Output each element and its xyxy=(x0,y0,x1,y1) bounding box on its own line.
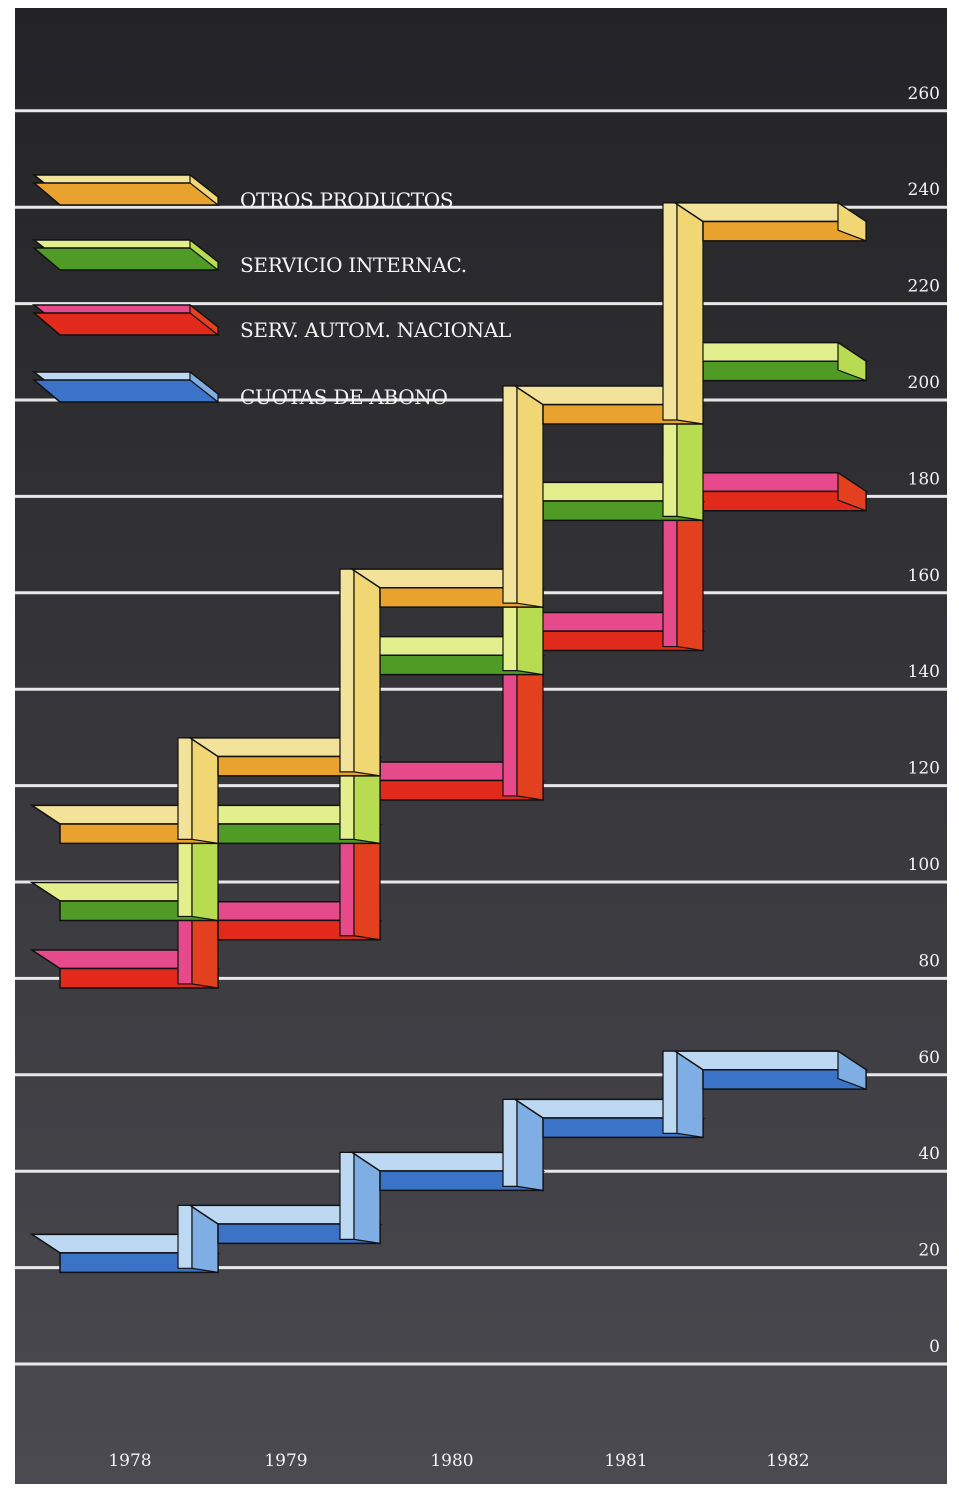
y-tick-label: 120 xyxy=(908,759,940,779)
step-riser xyxy=(177,1204,193,1269)
legend-swatch-side xyxy=(189,370,219,404)
y-tick-label: 140 xyxy=(908,662,940,682)
y-tick-label: 240 xyxy=(908,180,940,200)
y-tick-label: 220 xyxy=(908,277,940,297)
step-riser xyxy=(502,1098,518,1187)
x-axis-labels: 1978 1979 1980 1981 1982 xyxy=(108,1451,809,1471)
step-riser-side xyxy=(353,567,381,777)
legend-label: SERV. AUTOM. NACIONAL xyxy=(240,318,511,342)
legend-item: OTROS PRODUCTOS xyxy=(31,173,454,212)
step-top-surface xyxy=(672,472,869,493)
step-top-surface xyxy=(672,202,869,223)
legend-swatch-front xyxy=(31,182,221,206)
x-tick-label: 1982 xyxy=(766,1451,809,1471)
step-end-cap xyxy=(837,471,867,512)
legend-swatch-front xyxy=(31,379,221,403)
legend-swatch-side xyxy=(189,303,219,337)
legend-item: SERVICIO INTERNAC. xyxy=(31,238,467,277)
step-riser xyxy=(662,202,678,421)
step-end-cap xyxy=(837,341,867,382)
legend-item: SERV. AUTOM. NACIONAL xyxy=(31,303,511,342)
y-tick-label: 0 xyxy=(929,1337,940,1357)
legend-label: SERVICIO INTERNAC. xyxy=(240,253,467,277)
series-otros-productos xyxy=(29,201,869,845)
y-axis-ticks: 0 20 40 60 80 100 120 140 160 180 200 220 240 260 xyxy=(908,84,940,1357)
legend-label: CUOTAS DE ABONO xyxy=(240,385,448,409)
y-tick-label: 200 xyxy=(908,373,940,393)
legend-label: OTROS PRODUCTOS xyxy=(240,188,453,212)
x-tick-label: 1978 xyxy=(108,1451,151,1471)
series-layer xyxy=(29,201,869,1274)
legend-swatch-side xyxy=(189,238,219,272)
step-end-cap xyxy=(837,201,867,242)
step-riser xyxy=(662,1050,678,1134)
step-top-surface xyxy=(672,341,869,362)
step-riser xyxy=(177,737,193,840)
y-tick-label: 80 xyxy=(918,951,940,971)
legend-swatch-side xyxy=(189,173,219,207)
y-tick-label: 60 xyxy=(918,1048,940,1068)
y-tick-label: 160 xyxy=(908,566,940,586)
y-tick-label: 40 xyxy=(918,1144,940,1164)
x-tick-label: 1980 xyxy=(430,1451,473,1471)
step-riser xyxy=(339,568,355,773)
y-tick-label: 180 xyxy=(908,469,940,489)
step-end-cap xyxy=(837,1050,867,1091)
step-riser-side xyxy=(676,201,704,425)
x-tick-label: 1979 xyxy=(264,1451,307,1471)
series-cuotas-de-abono xyxy=(29,1049,869,1274)
legend-swatch-front xyxy=(31,247,221,271)
step-top-surface xyxy=(672,1050,869,1071)
y-tick-label: 20 xyxy=(918,1241,940,1261)
legend-swatch-front xyxy=(31,312,221,336)
legend-item: CUOTAS DE ABONO xyxy=(31,370,448,409)
y-tick-label: 260 xyxy=(908,84,940,104)
legend: OTROS PRODUCTOS SERVICIO INTERNAC. SERV. A… xyxy=(31,173,511,409)
step-riser-side xyxy=(516,384,544,608)
step-riser xyxy=(502,385,518,604)
y-tick-label: 100 xyxy=(908,855,940,875)
step-riser xyxy=(339,1151,355,1241)
x-tick-label: 1981 xyxy=(604,1451,647,1471)
